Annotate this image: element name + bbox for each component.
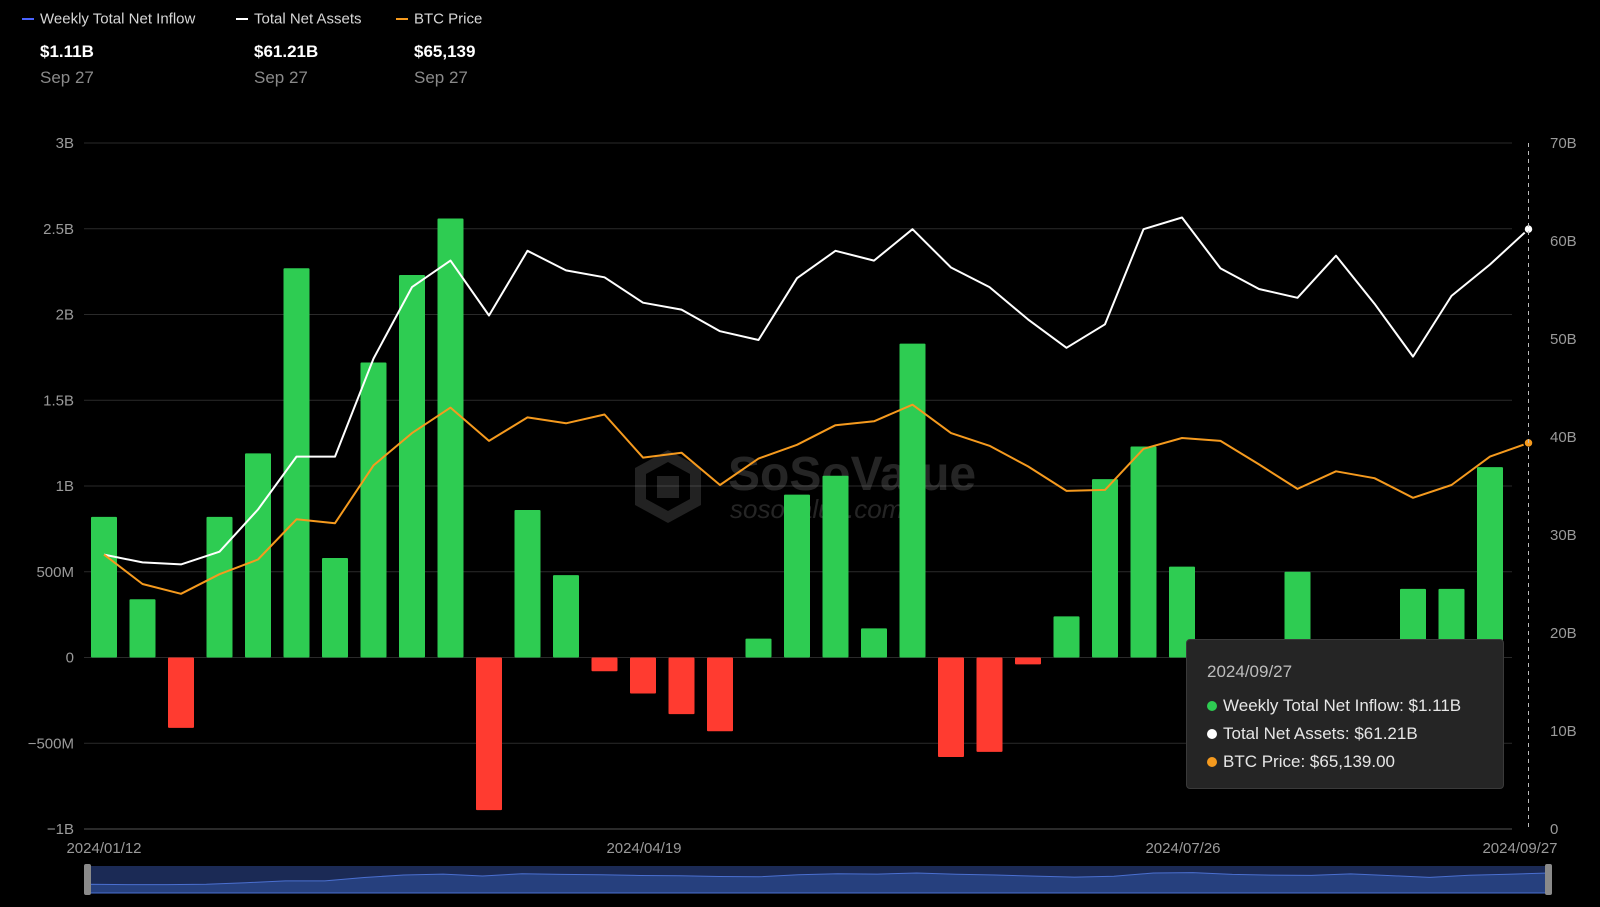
legend-value: $61.21B (254, 42, 319, 61)
watermark-brand: SoSoValue (728, 448, 976, 501)
navigator-handle-left (84, 864, 91, 895)
inflow-bar (168, 657, 194, 728)
tooltip-label: Weekly Total Net Inflow (1223, 696, 1400, 716)
legend-name: Weekly Total Net Inflow (40, 10, 196, 28)
inflow-bar (861, 628, 887, 658)
watermark-url: sosovalue.com (730, 494, 903, 524)
x-tick-label: 2024/01/12 (66, 840, 141, 857)
inflow-bar (591, 657, 618, 672)
tooltip-label: Total Net Assets (1223, 724, 1345, 744)
inflow-bar (899, 343, 926, 658)
tooltip-row-price: BTC Price: $65,139.00 (1207, 747, 1483, 775)
y-right-tick-label: 70B (1550, 135, 1577, 152)
y-left-tick-label: −1B (47, 821, 74, 838)
tooltip-value: $1.11B (1408, 696, 1462, 716)
legend-name: BTC Price (414, 10, 483, 28)
inflow-bar (476, 657, 502, 811)
watermark: SoSoValue sosovalue.com (635, 448, 976, 524)
y-left-tick-label: 2B (56, 307, 74, 324)
legend: Weekly Total Net Inflow $1.11B Sep 27 To… (22, 10, 582, 90)
inflow-bar (784, 494, 810, 658)
inflow-bar (1015, 657, 1041, 665)
inflow-bar (1053, 616, 1080, 658)
legend-value: $65,139 (414, 42, 476, 61)
tooltip-date: 2024/09/27 (1207, 662, 1293, 681)
axes: 3B 2.5B 2B 1.5B 1B 500M 0 −500M −1B 70B 60B 50B 40B 3… (28, 135, 1577, 857)
y-left-tick-label: 1.5B (43, 392, 74, 409)
tooltip-value: $65,139.00 (1309, 752, 1396, 772)
y-left-tick-label: 2.5B (43, 221, 74, 238)
inflow-bar (553, 575, 579, 658)
y-right-tick-label: 30B (1550, 527, 1577, 544)
inflow-bar (938, 657, 964, 757)
inflow-bar (283, 268, 310, 658)
y-left-tick-label: 0 (66, 650, 74, 667)
tooltip-value: $61.21B (1354, 724, 1418, 744)
y-right-tick-label: 50B (1550, 331, 1577, 348)
x-tick-label: 2024/09/27 (1482, 840, 1557, 857)
hover-tooltip: 2024/09/27 Weekly Total Net Inflow: $1.1… (1186, 639, 1504, 789)
navigator-area (87, 872, 1549, 894)
inflow-bar (514, 510, 541, 658)
inflow-bar (976, 657, 1003, 752)
y-left-tick-label: −500M (28, 735, 74, 752)
y-right-tick-label: 40B (1550, 429, 1577, 446)
inflow-bar (360, 362, 387, 658)
inflow-bar (245, 453, 271, 658)
dot-icon (1207, 728, 1217, 739)
inflow-bar (129, 599, 156, 658)
inflow-bar (1477, 467, 1503, 658)
inflow-bar (822, 475, 849, 658)
dot-icon (1207, 756, 1217, 767)
legend-value: $1.11B (40, 42, 94, 61)
legend-swatch-price (396, 17, 408, 20)
y-right-tick-label: 20B (1550, 625, 1577, 642)
btc-price-line (103, 403, 1529, 595)
y-right-tick-label: 60B (1550, 233, 1577, 250)
tooltip-row-assets: Total Net Assets: $61.21B (1207, 719, 1483, 747)
legend-date: Sep 27 (40, 68, 94, 87)
legend-name: Total Net Assets (254, 10, 362, 28)
inflow-bar (322, 558, 348, 658)
inflow-bar (437, 218, 464, 658)
inflow-bar (668, 657, 695, 715)
y-left-tick-label: 500M (36, 564, 74, 581)
x-tick-label: 2024/07/26 (1145, 840, 1220, 857)
y-right-tick-label: 0 (1550, 821, 1558, 838)
line-series (103, 216, 1534, 595)
y-right-tick-label: 10B (1550, 723, 1577, 740)
watermark-logo-icon (635, 450, 701, 523)
inflow-bar (91, 516, 117, 658)
inflow-bar (1284, 571, 1311, 658)
legend-swatch-inflow (22, 17, 34, 20)
inflow-bar (1092, 479, 1118, 658)
x-tick-label: 2024/04/19 (606, 840, 681, 857)
inflow-bar (206, 516, 233, 658)
inflow-bar (399, 275, 425, 658)
inflow-bar (707, 657, 733, 732)
navigator-handle-right (1545, 864, 1552, 895)
legend-item-total-net-assets[interactable]: Total Net Assets $61.21B Sep 27 (236, 10, 362, 87)
legend-date: Sep 27 (414, 68, 468, 87)
tooltip-label: BTC Price (1223, 752, 1301, 772)
y-left-tick-label: 3B (56, 135, 74, 152)
inflow-bar (1130, 446, 1157, 658)
inflow-bar (630, 657, 656, 694)
dot-icon (1207, 700, 1217, 711)
total-net-assets-line (103, 216, 1530, 566)
legend-item-btc-price[interactable]: BTC Price $65,139 Sep 27 (396, 10, 483, 87)
inflow-bar (745, 638, 772, 658)
legend-swatch-assets (236, 17, 248, 20)
tooltip-row-inflow: Weekly Total Net Inflow: $1.11B (1207, 691, 1483, 719)
y-left-tick-label: 1B (56, 478, 74, 495)
legend-item-weekly-inflow[interactable]: Weekly Total Net Inflow $1.11B Sep 27 (22, 10, 196, 87)
legend-date: Sep 27 (254, 68, 308, 87)
inflow-bar (1169, 566, 1195, 658)
range-navigator[interactable] (84, 864, 1552, 895)
